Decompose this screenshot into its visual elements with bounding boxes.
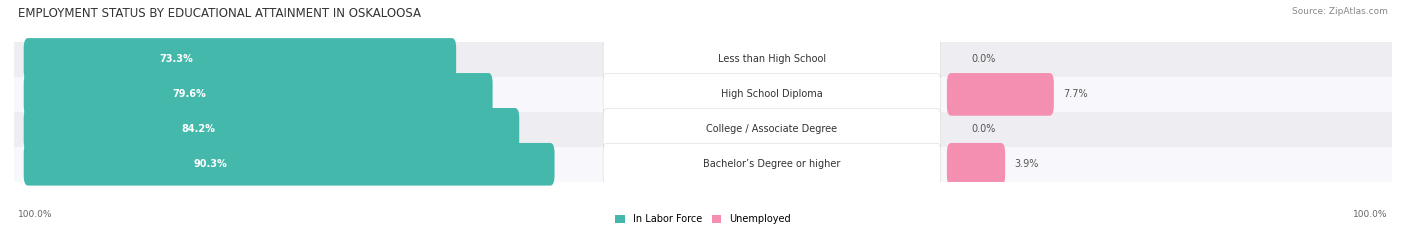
FancyBboxPatch shape [24,143,554,185]
Text: EMPLOYMENT STATUS BY EDUCATIONAL ATTAINMENT IN OSKALOOSA: EMPLOYMENT STATUS BY EDUCATIONAL ATTAINM… [18,7,422,20]
Text: Less than High School: Less than High School [718,55,825,64]
Text: 79.6%: 79.6% [172,89,205,99]
Text: College / Associate Degree: College / Associate Degree [706,124,838,134]
FancyBboxPatch shape [946,143,1005,185]
Text: 90.3%: 90.3% [194,159,228,169]
FancyBboxPatch shape [14,147,1392,182]
FancyBboxPatch shape [603,38,941,80]
Text: Bachelor’s Degree or higher: Bachelor’s Degree or higher [703,159,841,169]
FancyBboxPatch shape [14,42,1392,77]
Text: 3.9%: 3.9% [1015,159,1039,169]
FancyBboxPatch shape [603,73,941,115]
Text: 7.7%: 7.7% [1063,89,1088,99]
FancyBboxPatch shape [14,112,1392,147]
Legend: In Labor Force, Unemployed: In Labor Force, Unemployed [612,210,794,228]
FancyBboxPatch shape [14,77,1392,112]
Text: 100.0%: 100.0% [18,210,53,219]
Text: 0.0%: 0.0% [972,124,995,134]
Text: 73.3%: 73.3% [159,55,193,64]
Text: 84.2%: 84.2% [181,124,215,134]
FancyBboxPatch shape [603,143,941,185]
FancyBboxPatch shape [24,38,456,81]
Text: High School Diploma: High School Diploma [721,89,823,99]
Text: Source: ZipAtlas.com: Source: ZipAtlas.com [1292,7,1388,16]
Text: 100.0%: 100.0% [1353,210,1388,219]
Text: 0.0%: 0.0% [972,55,995,64]
FancyBboxPatch shape [24,108,519,151]
FancyBboxPatch shape [603,108,941,150]
FancyBboxPatch shape [24,73,492,116]
FancyBboxPatch shape [946,73,1054,116]
